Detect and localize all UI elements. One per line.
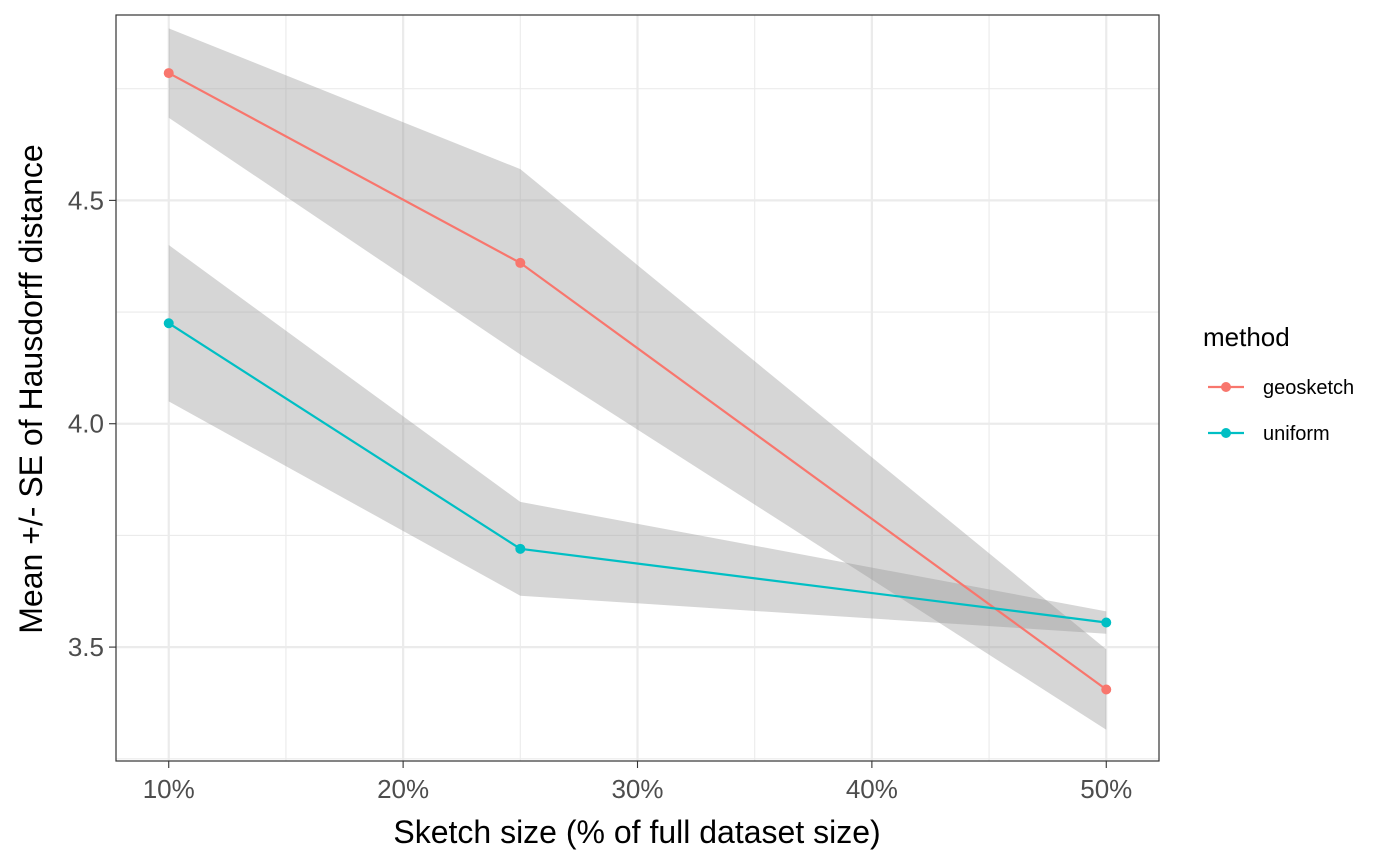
legend-label-uniform: uniform bbox=[1263, 423, 1330, 445]
ribbon-uniform bbox=[168, 245, 1107, 634]
x-tick-label: 30% bbox=[611, 774, 663, 804]
y-tick-label: 4.5 bbox=[68, 185, 104, 215]
y-axis: 3.5 4.0 4.5 bbox=[68, 185, 116, 662]
legend-title: method bbox=[1203, 322, 1290, 352]
x-tick-label: 40% bbox=[846, 774, 898, 804]
point-geosketch bbox=[515, 257, 526, 268]
legend-key-point-uniform bbox=[1221, 428, 1231, 438]
x-axis: 10% 20% 30% 40% 50% bbox=[143, 761, 1132, 804]
point-uniform bbox=[1101, 617, 1112, 628]
x-tick-label: 10% bbox=[143, 774, 195, 804]
x-tick-label: 50% bbox=[1080, 774, 1132, 804]
legend-key-point-geosketch bbox=[1221, 382, 1231, 392]
point-geosketch bbox=[163, 68, 174, 79]
point-geosketch bbox=[1101, 684, 1112, 695]
grid-major bbox=[116, 15, 1159, 761]
x-axis-title: Sketch size (% of full dataset size) bbox=[393, 814, 880, 850]
y-axis-title: Mean +/- SE of Hausdorff distance bbox=[13, 144, 49, 633]
legend: method geosketch uniform bbox=[1203, 322, 1354, 445]
x-tick-label: 20% bbox=[377, 774, 429, 804]
y-tick-label: 3.5 bbox=[68, 632, 104, 662]
y-tick-label: 4.0 bbox=[68, 409, 104, 439]
confidence-ribbons bbox=[168, 28, 1107, 730]
legend-label-geosketch: geosketch bbox=[1263, 377, 1354, 399]
point-uniform bbox=[515, 543, 526, 554]
point-uniform bbox=[163, 318, 174, 329]
ribbon-geosketch bbox=[168, 28, 1107, 730]
series-points bbox=[163, 68, 1112, 695]
